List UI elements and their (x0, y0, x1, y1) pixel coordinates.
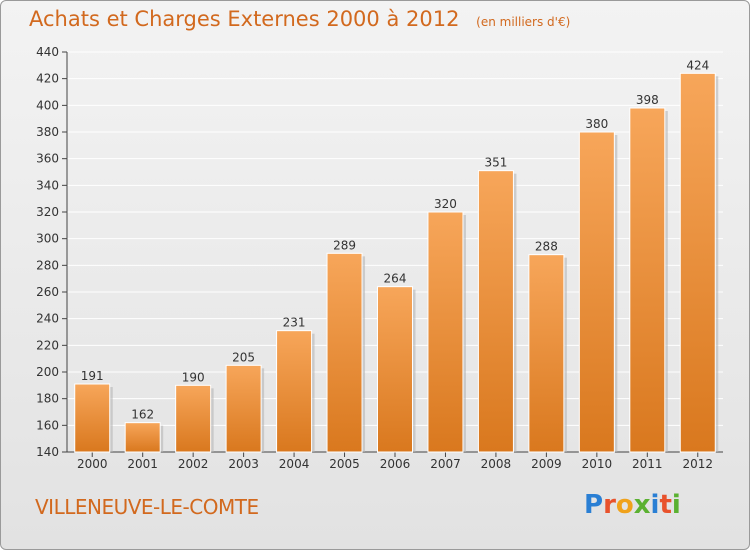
bar (427, 211, 464, 453)
chart-subtitle: (en milliers d'€) (476, 15, 571, 29)
y-tick-label: 200 (36, 365, 59, 379)
bar (276, 330, 313, 453)
y-tick-label: 380 (36, 125, 59, 139)
x-tick-label: 2000 (77, 457, 108, 471)
data-label: 288 (535, 240, 558, 254)
logo-letter: P (584, 490, 604, 520)
chart-title-text: Achats et Charges Externes 2000 à 2012 (29, 7, 460, 31)
data-label: 205 (232, 350, 255, 364)
data-label: 398 (636, 93, 659, 107)
bar (175, 384, 212, 453)
y-tick-label: 440 (36, 45, 59, 59)
logo-letter: r (603, 490, 616, 520)
y-tick-label: 300 (36, 232, 59, 246)
y-tick-label: 160 (36, 418, 59, 432)
data-label: 424 (686, 58, 709, 72)
data-label: 231 (283, 316, 306, 330)
bar (74, 383, 111, 453)
x-tick-label: 2009 (531, 457, 562, 471)
bar (225, 364, 262, 453)
chart-title: Achats et Charges Externes 2000 à 2012 (… (29, 7, 570, 31)
bar (124, 422, 161, 453)
bars (74, 72, 719, 453)
data-label: 162 (131, 408, 154, 422)
x-tick-label: 2004 (279, 457, 310, 471)
logo-text: Proxiti (584, 490, 681, 520)
bar (377, 286, 413, 453)
logo-letter: i (671, 490, 681, 520)
x-tick-label: 2012 (682, 457, 713, 471)
commune-name: VILLENEUVE-LE-COMTE (35, 495, 259, 519)
data-label: 289 (333, 238, 356, 252)
x-tick-label: 2002 (178, 457, 209, 471)
y-tick-label: 280 (36, 258, 59, 272)
logo-letter: x (633, 490, 651, 520)
data-labels: 191 162 190 205 231 289 264 320 351 288 380 398 424 (81, 58, 709, 421)
data-label: 264 (384, 272, 407, 286)
bar (629, 107, 666, 453)
y-tick-label: 340 (36, 178, 59, 192)
y-tick-label: 260 (36, 285, 59, 299)
logo-letter: t (659, 490, 672, 520)
logo-letter: o (615, 490, 634, 520)
y-tick-label: 360 (36, 152, 59, 166)
bar (679, 72, 716, 453)
data-label: 191 (81, 369, 104, 383)
x-tick-label: 2001 (127, 457, 158, 471)
x-tick-label: 2006 (380, 457, 411, 471)
y-tick-label: 140 (36, 445, 59, 459)
x-tick-label: 2003 (228, 457, 259, 471)
y-tick-label: 180 (36, 392, 59, 406)
proxiti-logo: Proxiti (584, 490, 694, 520)
data-label: 380 (585, 117, 608, 131)
x-tick-label: 2008 (481, 457, 512, 471)
data-label: 190 (182, 370, 205, 384)
y-tick-label: 420 (36, 72, 59, 86)
axes: 140 160 180 200 220 240 260 280 300 320 340 360 380 4… (36, 45, 723, 471)
y-tick-label: 400 (36, 98, 59, 112)
x-tick-label: 2011 (632, 457, 663, 471)
x-tick-label: 2007 (430, 457, 461, 471)
data-label: 320 (434, 197, 457, 211)
y-tick-label: 220 (36, 338, 59, 352)
logo-letter: i (650, 490, 660, 520)
bar (528, 254, 565, 453)
x-tick-label: 2010 (582, 457, 613, 471)
y-tick-label: 240 (36, 312, 59, 326)
data-label: 351 (484, 156, 507, 170)
bar (578, 131, 615, 453)
x-tick-label: 2005 (329, 457, 360, 471)
bar (326, 252, 363, 453)
bar (477, 170, 514, 453)
y-tick-label: 320 (36, 205, 59, 219)
